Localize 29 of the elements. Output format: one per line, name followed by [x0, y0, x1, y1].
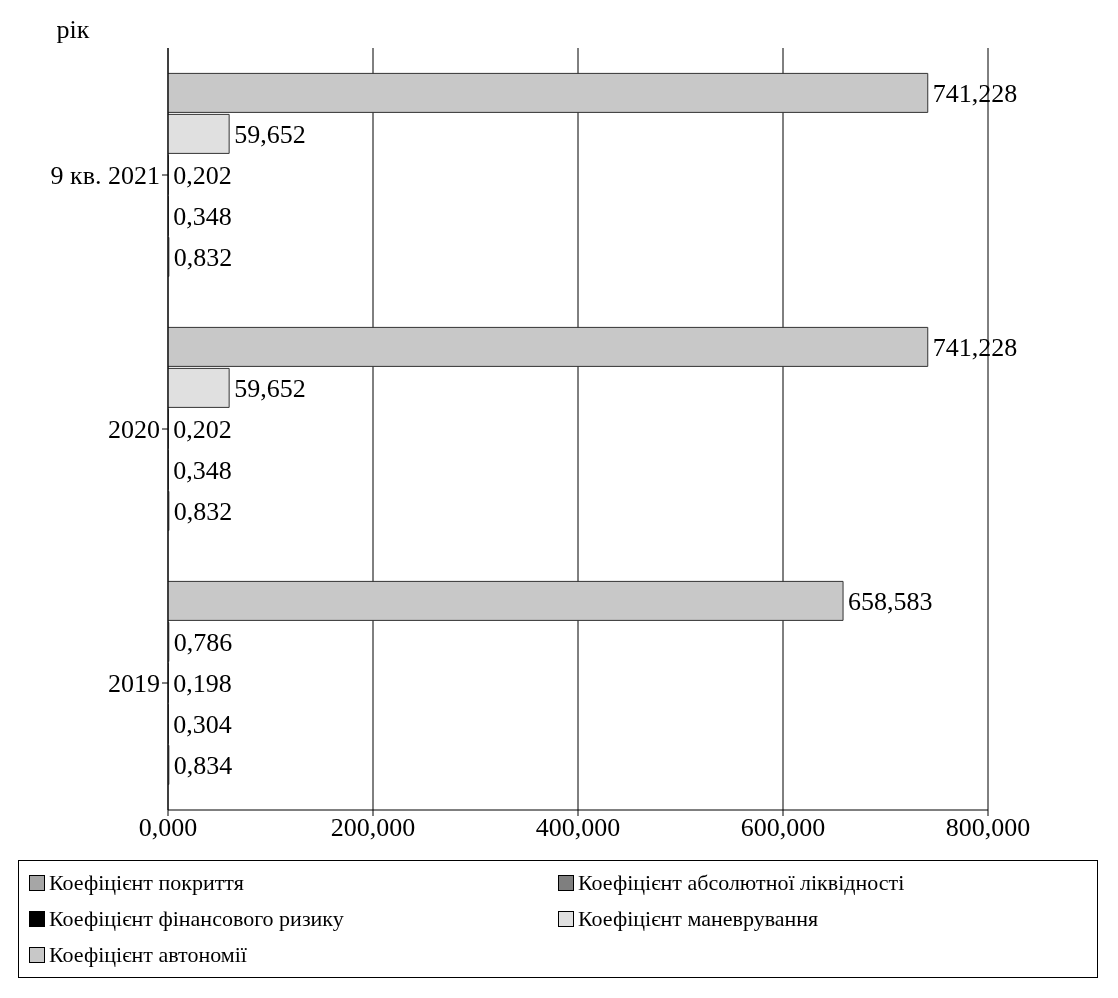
x-tick-label: 200,000 [330, 813, 416, 843]
y-axis-title: рік [56, 15, 90, 44]
data-label: 0,348 [173, 456, 232, 486]
data-label: 0,832 [173, 243, 233, 273]
data-label: 0,348 [173, 202, 232, 232]
legend-label: Коефіцієнт маневрування [578, 906, 819, 932]
data-label: 658,583 [848, 587, 933, 617]
legend-label: Коефіцієнт покриття [49, 870, 244, 896]
y-tick-label: 2019 [108, 669, 160, 699]
x-tick-label: 800,000 [945, 813, 1031, 843]
data-label: 0,198 [173, 669, 232, 699]
y-tick-label: 2020 [108, 415, 160, 445]
data-label: 0,304 [173, 710, 232, 740]
x-tick-label: 400,000 [535, 813, 621, 843]
legend-label: Коефіцієнт автономії [49, 942, 247, 968]
data-label: 0,202 [173, 415, 232, 445]
data-label: 0,202 [173, 161, 232, 191]
data-label: 0,834 [173, 751, 233, 781]
data-label: 741,228 [932, 79, 1018, 109]
data-label: 741,228 [932, 333, 1018, 363]
data-label: 0,832 [173, 497, 233, 527]
y-tick-label: 9 кв. 2021 [50, 161, 160, 191]
data-label: 0,786 [173, 628, 233, 658]
x-tick-label: 0,000 [138, 813, 198, 843]
legend-label: Коефіцієнт абсолютної ліквідності [578, 870, 905, 896]
data-label: 59,652 [234, 374, 306, 404]
legend-label: Коефіцієнт фінансового ризику [49, 906, 344, 932]
data-label: 59,652 [234, 120, 306, 150]
x-tick-label: 600,000 [740, 813, 826, 843]
